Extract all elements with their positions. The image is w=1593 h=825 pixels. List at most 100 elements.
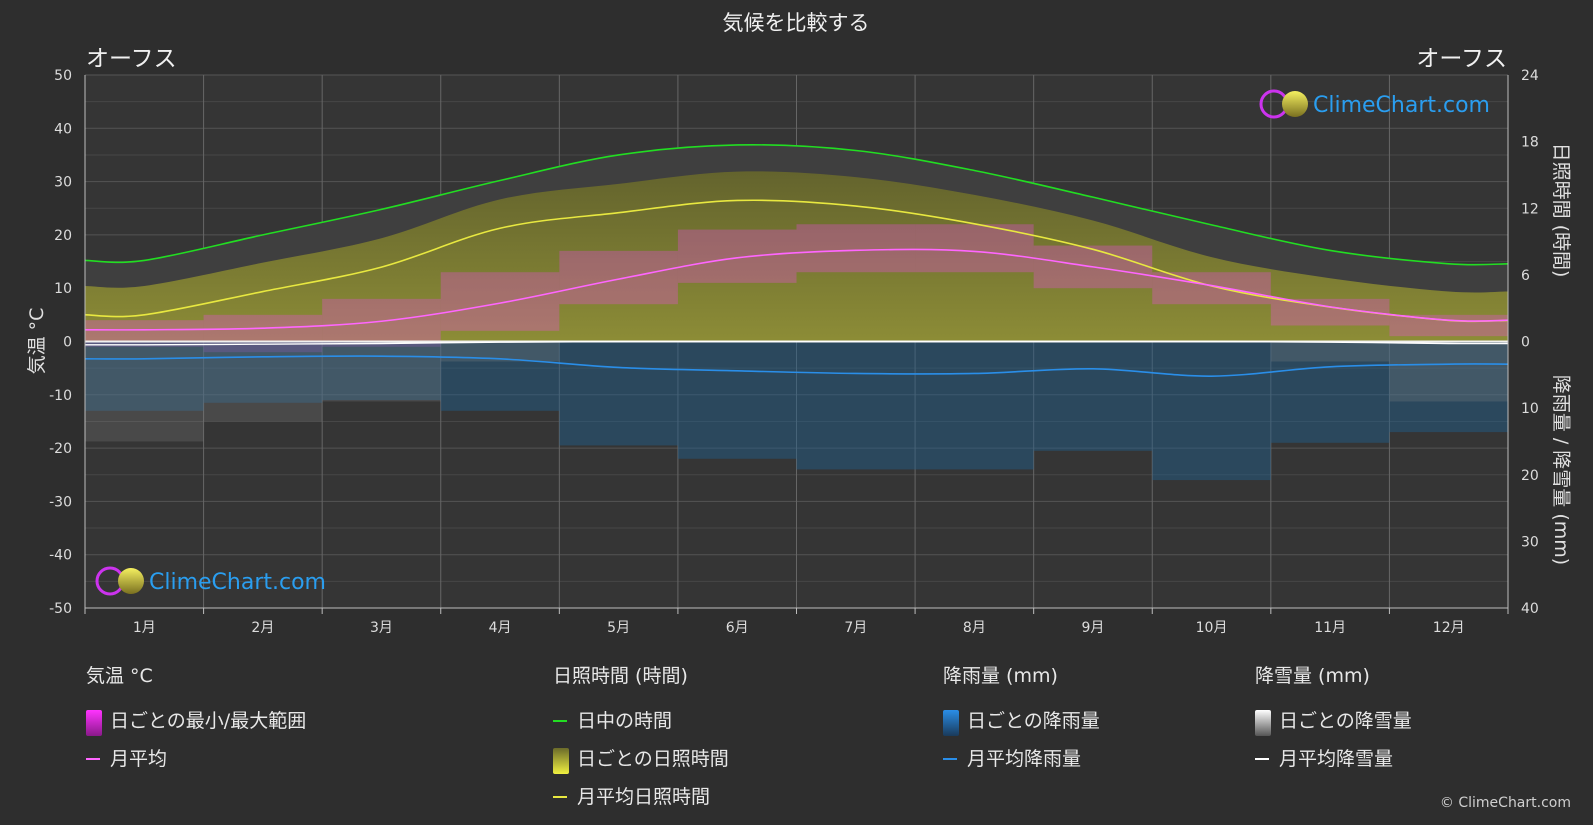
y-right-top-tick-label: 6: [1521, 268, 1530, 284]
x-tick-label: 5月: [607, 620, 630, 636]
legend-heading: 日照時間 (時間): [553, 665, 688, 687]
legend-item: 月平均日照時間: [553, 778, 729, 816]
y-left-tick-label: -10: [49, 388, 72, 404]
y-right-bottom-tick-label: 10: [1521, 401, 1539, 417]
temp-range-band: [203, 314, 323, 353]
x-tick-label: 1月: [133, 620, 156, 636]
legend-snow: 降雪量 (mm) 日ごとの降雪量 月平均降雪量: [1255, 664, 1412, 778]
snow-daily-swatch: [1255, 710, 1271, 736]
axes: 50 40 30 20 10 0 -10 -20 -30 -40 -50 24 18 12 6 0 10 20 30…: [49, 68, 1539, 636]
x-tick-label: 8月: [963, 620, 986, 636]
y-right-top-tick-label: 0: [1521, 335, 1530, 351]
legend-item: 日ごとの降雨量: [943, 702, 1100, 740]
chart-title: 気候を比較する: [723, 11, 870, 35]
temp-range-swatch: [86, 710, 102, 736]
x-tick-label: 11月: [1314, 620, 1346, 636]
rain-mean-swatch: [943, 758, 957, 760]
y-left-tick-label: 30: [54, 175, 72, 191]
snow-band: [85, 341, 204, 442]
logo-text: ClimeChart.com: [1313, 93, 1490, 118]
legend-item: 日ごとの最小/最大範囲: [86, 702, 306, 740]
legend-sunshine: 日照時間 (時間) 日中の時間 日ごとの日照時間 月平均日照時間: [553, 664, 729, 816]
sunshine-mean-line: [85, 199, 1508, 323]
city-right-label: オーフス: [1416, 46, 1507, 72]
legend-heading: 降雨量 (mm): [943, 665, 1058, 687]
y-left-tick-label: -20: [49, 441, 72, 457]
rain-band: [1152, 341, 1271, 481]
x-tick-label: 10月: [1196, 620, 1228, 636]
temp-range-band: [440, 272, 560, 331]
snow-mean-swatch: [1255, 758, 1269, 760]
rain-band: [1389, 341, 1508, 433]
legend-item: 日中の時間: [553, 702, 729, 740]
y-right-bottom-tick-label: 20: [1521, 468, 1539, 484]
rain-band: [85, 341, 204, 411]
rain-band: [1033, 341, 1153, 451]
temp-range-band: [322, 298, 441, 347]
legend-heading: 気温 °C: [86, 665, 153, 687]
sunshine-daily-swatch: [553, 748, 569, 774]
rain-band: [796, 341, 916, 470]
y-right-top-axis-label: 日照時間 (時間): [1550, 143, 1572, 278]
temp-mean-swatch: [86, 758, 100, 760]
y-left-tick-label: -50: [49, 601, 72, 617]
legend-item: 日ごとの日照時間: [553, 740, 729, 778]
copyright: © ClimeChart.com: [1439, 795, 1571, 811]
legend-item: 日ごとの降雪量: [1255, 702, 1412, 740]
daylight-swatch: [553, 720, 567, 722]
legend-item: 月平均: [86, 740, 306, 778]
y-left-tick-label: 40: [54, 121, 72, 137]
rain-mean-line: [85, 355, 1508, 377]
logo-sun-icon: [1282, 91, 1308, 117]
logo-top: ClimeChart.com: [1259, 89, 1490, 119]
y-right-top-tick-label: 12: [1521, 201, 1539, 217]
series-lines: [85, 144, 1508, 377]
temp-range-band: [796, 224, 916, 273]
y-right-bottom-tick-label: 30: [1521, 534, 1539, 550]
city-left-label: オーフス: [86, 46, 177, 72]
daylight-line: [85, 144, 1508, 266]
x-tick-label: 7月: [844, 620, 867, 636]
rain-band: [440, 341, 560, 411]
y-left-tick-label: 0: [63, 335, 72, 351]
x-tick-label: 6月: [726, 620, 749, 636]
x-tick-label: 12月: [1433, 620, 1465, 636]
logo-sun-icon: [118, 568, 144, 594]
y-left-tick-label: -40: [49, 548, 72, 564]
x-tick-label: 4月: [489, 620, 512, 636]
legend-temperature: 気温 °C 日ごとの最小/最大範囲 月平均: [86, 664, 306, 778]
y-left-tick-label: 20: [54, 228, 72, 244]
climate-chart: 気候を比較する オーフス オーフス 50 40 30 20 10 0 -10 -20 -30 -4…: [26, 11, 1572, 636]
rain-band: [203, 341, 323, 403]
snow-band: [203, 341, 323, 422]
x-tick-label: 2月: [251, 620, 274, 636]
temp-range-band: [1389, 314, 1508, 337]
rain-band: [1270, 341, 1390, 443]
temp-range-band: [559, 250, 678, 305]
temp-mean-line: [85, 248, 1508, 331]
daily-bands: [85, 144, 1508, 481]
sunshine-mean-swatch: [553, 796, 567, 798]
legend-item: 月平均降雨量: [943, 740, 1100, 778]
rain-band: [915, 341, 1034, 470]
y-right-bottom-axis-label: 降雨量 / 降雪量 (mm): [1550, 375, 1572, 565]
rain-band: [559, 341, 678, 446]
temp-range-band: [677, 229, 797, 283]
y-left-tick-label: 50: [54, 68, 72, 84]
rain-daily-swatch: [943, 710, 959, 736]
y-right-top-tick-label: 24: [1521, 68, 1539, 84]
y-right-bottom-tick-label: 40: [1521, 601, 1539, 617]
y-left-tick-label: -30: [49, 494, 72, 510]
temp-range-band: [915, 224, 1034, 273]
legend-heading: 降雪量 (mm): [1255, 665, 1370, 687]
y-left-axis-label: 気温 °C: [26, 308, 48, 375]
sunshine-area: [85, 171, 1508, 342]
y-left-tick-label: 10: [54, 281, 72, 297]
temp-range-band: [1152, 272, 1271, 305]
x-tick-label: 9月: [1081, 620, 1104, 636]
snow-band: [322, 341, 441, 402]
snow-mean-line: [85, 340, 1508, 346]
x-tick-label: 3月: [370, 620, 393, 636]
legend-item: 月平均降雪量: [1255, 740, 1412, 778]
rain-band: [677, 341, 797, 459]
